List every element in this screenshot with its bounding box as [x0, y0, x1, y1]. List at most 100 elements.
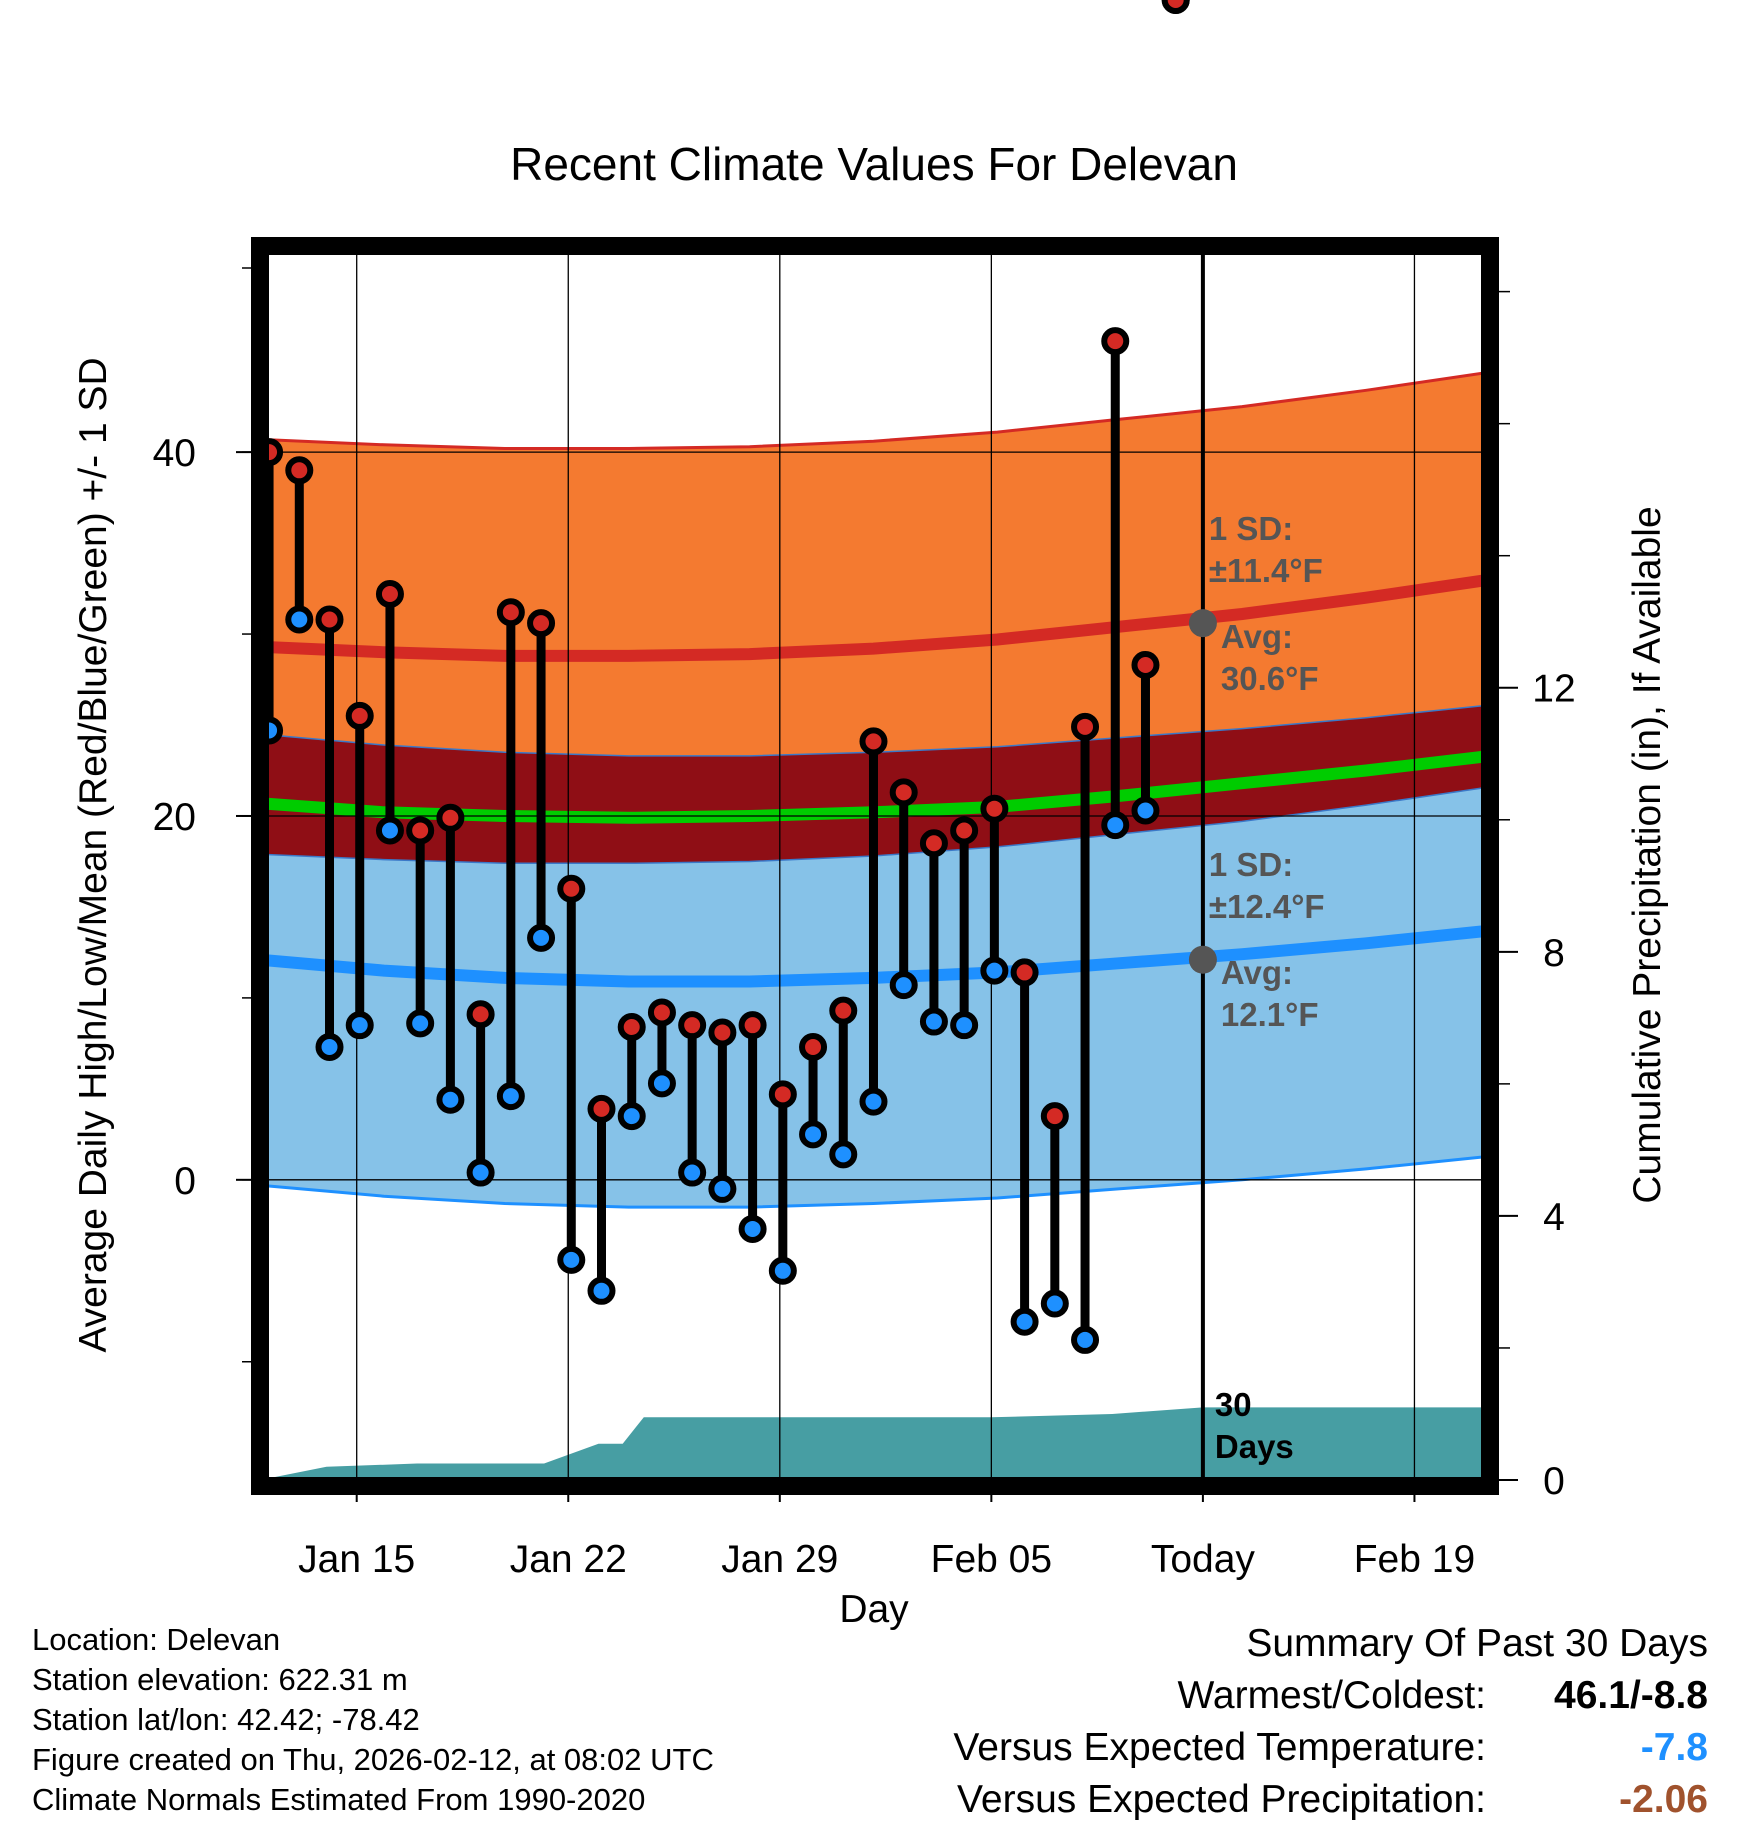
high-temp-point [1101, 327, 1130, 356]
high-temp-point [587, 1094, 616, 1123]
high-temp-point [919, 829, 948, 858]
low-temp-point [466, 1158, 495, 1187]
high-sd-value: ±11.4°F [1209, 552, 1323, 589]
high-temp-point [1040, 1102, 1069, 1131]
y2-tick-label: 12 [1532, 668, 1575, 711]
high-temp-point [1161, 0, 1190, 14]
x-axis-label: Day [839, 1588, 909, 1631]
y-axis-label: Average Daily High/Low/Mean (Red/Blue/Gr… [72, 357, 115, 1352]
high-temp-point [1071, 712, 1100, 741]
high-avg-label: Avg: [1221, 618, 1293, 655]
low-temp-point [315, 1033, 344, 1062]
high-temp-point [315, 605, 344, 634]
high-sd-label: 1 SD: [1209, 510, 1293, 547]
today-high-avg-marker [1188, 609, 1217, 638]
high-temp-point [799, 1033, 828, 1062]
low-temp-point [406, 1009, 435, 1038]
low-temp-point [768, 1256, 797, 1285]
low-sd-value: ±12.4°F [1209, 888, 1325, 925]
summary-temp-label: Versus Expected Temperature: [953, 1726, 1486, 1769]
high-temp-point [345, 701, 374, 730]
low-avg-label: Avg: [1221, 954, 1293, 991]
x-tick-label: Jan 22 [510, 1538, 627, 1581]
low-temp-point [647, 1069, 676, 1098]
low-temp-point [678, 1158, 707, 1187]
summary-panel: Summary Of Past 30 Days Warmest/Coldest:… [953, 1618, 1708, 1826]
high-temp-point [889, 778, 918, 807]
low-avg-value: 12.1°F [1221, 996, 1319, 1033]
low-sd-label: 1 SD: [1209, 846, 1293, 883]
x-tick-label: Feb 19 [1354, 1538, 1475, 1581]
low-temp-point [557, 1245, 586, 1274]
low-temp-point [738, 1214, 767, 1243]
high-temp-point [647, 998, 676, 1027]
low-temp-point [708, 1174, 737, 1203]
high-temp-point [617, 1013, 646, 1042]
low-temp-point [1101, 811, 1130, 840]
high-temp-point [678, 1011, 707, 1040]
low-temp-point [375, 816, 404, 845]
low-temp-point [587, 1276, 616, 1305]
days-word-label: Days [1215, 1428, 1294, 1465]
high-temp-point [738, 1011, 767, 1040]
low-temp-point [617, 1102, 646, 1131]
high-temp-point [859, 727, 888, 756]
summary-temp-value: -7.8 [1640, 1726, 1708, 1769]
high-temp-point [557, 874, 586, 903]
low-temp-point [496, 1082, 525, 1111]
low-temp-point [829, 1140, 858, 1169]
info-elevation: Station elevation: 622.31 m [32, 1662, 408, 1697]
x-tick-label: Jan 29 [721, 1538, 838, 1581]
low-temp-point [1131, 796, 1160, 825]
info-location: Location: Delevan [32, 1622, 281, 1657]
y2-tick-label: 4 [1543, 1196, 1565, 1239]
high-temp-point [980, 794, 1009, 823]
chart-title: Recent Climate Values For Delevan [510, 138, 1238, 190]
x-tick-label: Jan 15 [298, 1538, 415, 1581]
info-created: Figure created on Thu, 2026-02-12, at 08… [32, 1742, 714, 1777]
summary-warm-label: Warmest/Coldest: [1177, 1674, 1486, 1717]
plot-frame [251, 237, 1499, 1495]
today-low-avg-marker [1188, 945, 1217, 974]
precip-area [260, 1407, 1490, 1480]
high-temp-point [285, 456, 314, 485]
high-temp-point [375, 580, 404, 609]
low-sd-lower-edge [260, 1154, 1490, 1209]
low-temp-point [1010, 1307, 1039, 1336]
high-normal-line [260, 573, 1490, 662]
high-temp-point [829, 996, 858, 1025]
y2-tick-label: 0 [1543, 1460, 1565, 1503]
high-temp-point [708, 1018, 737, 1047]
low-temp-point [1040, 1289, 1069, 1318]
y-tick-label: 20 [153, 796, 196, 839]
high-sd-upper-edge [260, 370, 1490, 450]
low-temp-point [436, 1085, 465, 1114]
high-temp-point [950, 816, 979, 845]
low-temp-point [950, 1011, 979, 1040]
high-temp-point [466, 1000, 495, 1029]
low-temp-point [345, 1011, 374, 1040]
summary-warm-value: 46.1/-8.8 [1554, 1674, 1708, 1717]
station-info: Location: Delevan Station elevation: 622… [32, 1620, 714, 1820]
info-latlon: Station lat/lon: 42.42; -78.42 [32, 1702, 420, 1737]
low-temp-point [285, 605, 314, 634]
low-temp-point [1071, 1325, 1100, 1354]
days-count-label: 30 [1215, 1386, 1252, 1423]
high-avg-value: 30.6°F [1221, 660, 1319, 697]
low-temp-point [527, 923, 556, 952]
high-temp-point [436, 803, 465, 832]
x-tick-label: Today [1151, 1538, 1256, 1581]
high-temp-point [1010, 958, 1039, 987]
high-temp-point [496, 598, 525, 627]
low-temp-point [980, 956, 1009, 985]
y2-tick-label: 8 [1543, 932, 1565, 975]
y-tick-label: 40 [153, 432, 196, 475]
summary-precip-label: Versus Expected Precipitation: [957, 1778, 1486, 1821]
high-temp-point [406, 816, 435, 845]
low-temp-point [799, 1120, 828, 1149]
high-temp-point [527, 609, 556, 638]
x-tick-label: Feb 05 [931, 1538, 1052, 1581]
high-temp-point [768, 1080, 797, 1109]
info-normals: Climate Normals Estimated From 1990-2020 [32, 1782, 646, 1817]
